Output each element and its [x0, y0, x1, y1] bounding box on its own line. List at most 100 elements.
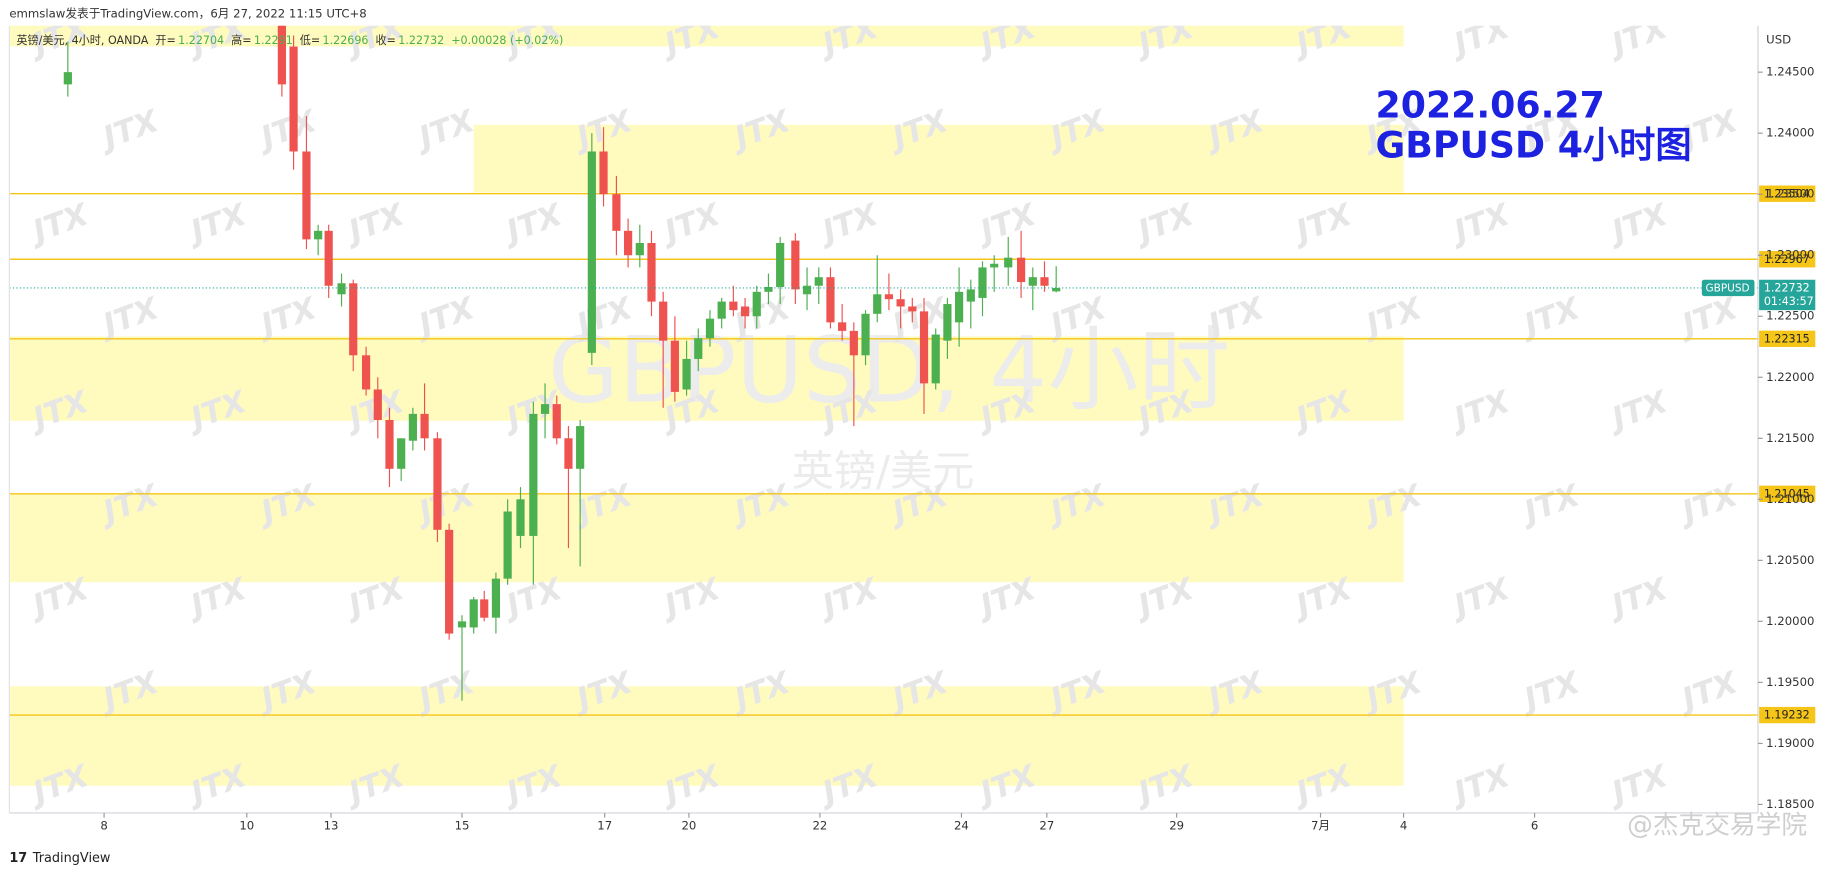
- candle-body: [896, 299, 905, 307]
- candle-body: [659, 301, 668, 341]
- y-tick-label: 1.20500: [1766, 553, 1814, 567]
- candle-body: [503, 511, 512, 579]
- candle-body: [647, 243, 656, 302]
- level-label: 1.22967: [1764, 253, 1810, 266]
- candle-body: [955, 291, 964, 323]
- y-tick-label: 1.24000: [1766, 126, 1814, 140]
- legend-item: 低=: [300, 34, 320, 47]
- x-tick-label: 15: [455, 818, 470, 832]
- level-tag: [1759, 251, 1816, 268]
- x-tick-label: 22: [812, 818, 827, 832]
- candle-body: [408, 413, 417, 441]
- candle-body: [587, 151, 596, 353]
- currency: USD: [1766, 32, 1791, 46]
- candle-body: [776, 243, 785, 287]
- level-tag: [1759, 330, 1816, 348]
- candle-body: [966, 289, 975, 302]
- zone: [9, 686, 1404, 786]
- candle-body: [540, 404, 550, 414]
- branding: TradingView: [32, 851, 111, 866]
- candle-body: [740, 306, 750, 317]
- candle-body: [943, 304, 952, 341]
- publisher: emmslaw发表于TradingView.com，6月 27, 2022 11…: [9, 7, 366, 21]
- candle-body: [624, 230, 633, 256]
- y-tick-label: 1.23000: [1766, 248, 1814, 262]
- candle-body: [564, 438, 573, 469]
- candle-body: [729, 301, 738, 311]
- candle-body: [491, 578, 501, 618]
- x-tick-label: 10: [239, 818, 254, 832]
- candle-body: [682, 358, 691, 390]
- x-tick-label: 6: [1531, 818, 1538, 832]
- candle-body: [373, 389, 382, 420]
- y-tick-label: 1.24500: [1766, 65, 1814, 79]
- legend-item: 1.22732: [398, 34, 444, 47]
- y-tick-label: 1.22000: [1766, 370, 1814, 384]
- level-label: 1.23504: [1764, 187, 1810, 200]
- candle-body: [362, 355, 371, 390]
- candle-body: [445, 529, 454, 634]
- legend-item: 开=: [155, 34, 175, 47]
- candle-body: [838, 322, 847, 331]
- zone: [9, 493, 1404, 583]
- y-tick-label: 1.19500: [1766, 675, 1814, 689]
- x-tick-label: 20: [681, 818, 696, 832]
- level-tag: [1759, 485, 1816, 503]
- candle-body: [849, 330, 858, 356]
- zones: [9, 25, 1404, 786]
- level-label: 1.21045: [1764, 487, 1810, 500]
- price-tag: [1759, 279, 1816, 311]
- legend-item: 1.22696: [323, 34, 369, 47]
- y-tick-label: 1.21500: [1766, 431, 1814, 445]
- candle-body: [919, 311, 929, 384]
- candle-body: [552, 404, 561, 439]
- candle-body: [978, 267, 987, 298]
- candle-body: [670, 340, 679, 392]
- legend-item: 收=: [376, 33, 396, 47]
- candle-body: [337, 283, 346, 295]
- candle-body: [516, 499, 525, 536]
- y-tick-label: 1.19000: [1766, 736, 1814, 750]
- candle-body: [420, 413, 429, 439]
- candle-body: [694, 338, 703, 359]
- y-tick-label: 1.18500: [1766, 797, 1814, 811]
- candle-body: [873, 294, 882, 314]
- candle-body: [480, 599, 489, 618]
- plot: [9, 25, 1758, 716]
- level-tag: [1759, 706, 1816, 724]
- annotation-date: 2022.06.27: [1376, 84, 1605, 127]
- candle-body: [861, 313, 870, 356]
- x-tick-label: 4: [1400, 818, 1407, 832]
- candle-body: [705, 318, 715, 339]
- candle-body: [289, 46, 298, 152]
- level-label: 1.22315: [1764, 332, 1810, 345]
- legend-item: 1.22704: [178, 34, 224, 47]
- last-price-label: 1.22732: [1764, 282, 1810, 295]
- x-tick-label: 17: [597, 818, 612, 832]
- candle-body: [529, 413, 538, 536]
- candle-body: [908, 306, 917, 312]
- candle-body: [277, 25, 286, 85]
- candle-body: [1004, 257, 1013, 268]
- candle-body: [884, 294, 894, 300]
- zone: [9, 25, 1404, 47]
- symbol-watermark: GBPUSD, 4小时: [548, 317, 1230, 424]
- candle-body: [397, 438, 406, 469]
- candle-body: [1052, 287, 1061, 292]
- candle-body: [469, 599, 478, 628]
- level-label: 1.19232: [1764, 709, 1810, 722]
- x-tick-label: 8: [100, 818, 107, 832]
- x-tick-label: 29: [1169, 818, 1184, 832]
- candle-body: [717, 301, 726, 319]
- candle-body: [826, 277, 835, 323]
- legend-item: 高=: [231, 33, 251, 47]
- candle-body: [433, 438, 442, 530]
- x-tick-label: 24: [954, 818, 969, 832]
- x-tick-label: 7月: [1311, 818, 1330, 832]
- legend-item: 英镑/美元, 4小时, OANDA: [16, 33, 148, 47]
- candle-body: [385, 419, 394, 469]
- ohlc-legend: 英镑/美元, 4小时, OANDA 开= 1.22704 高= 1.2291 低= 1.22…: [16, 33, 563, 47]
- candle-body: [612, 194, 621, 231]
- candle-body: [63, 72, 72, 85]
